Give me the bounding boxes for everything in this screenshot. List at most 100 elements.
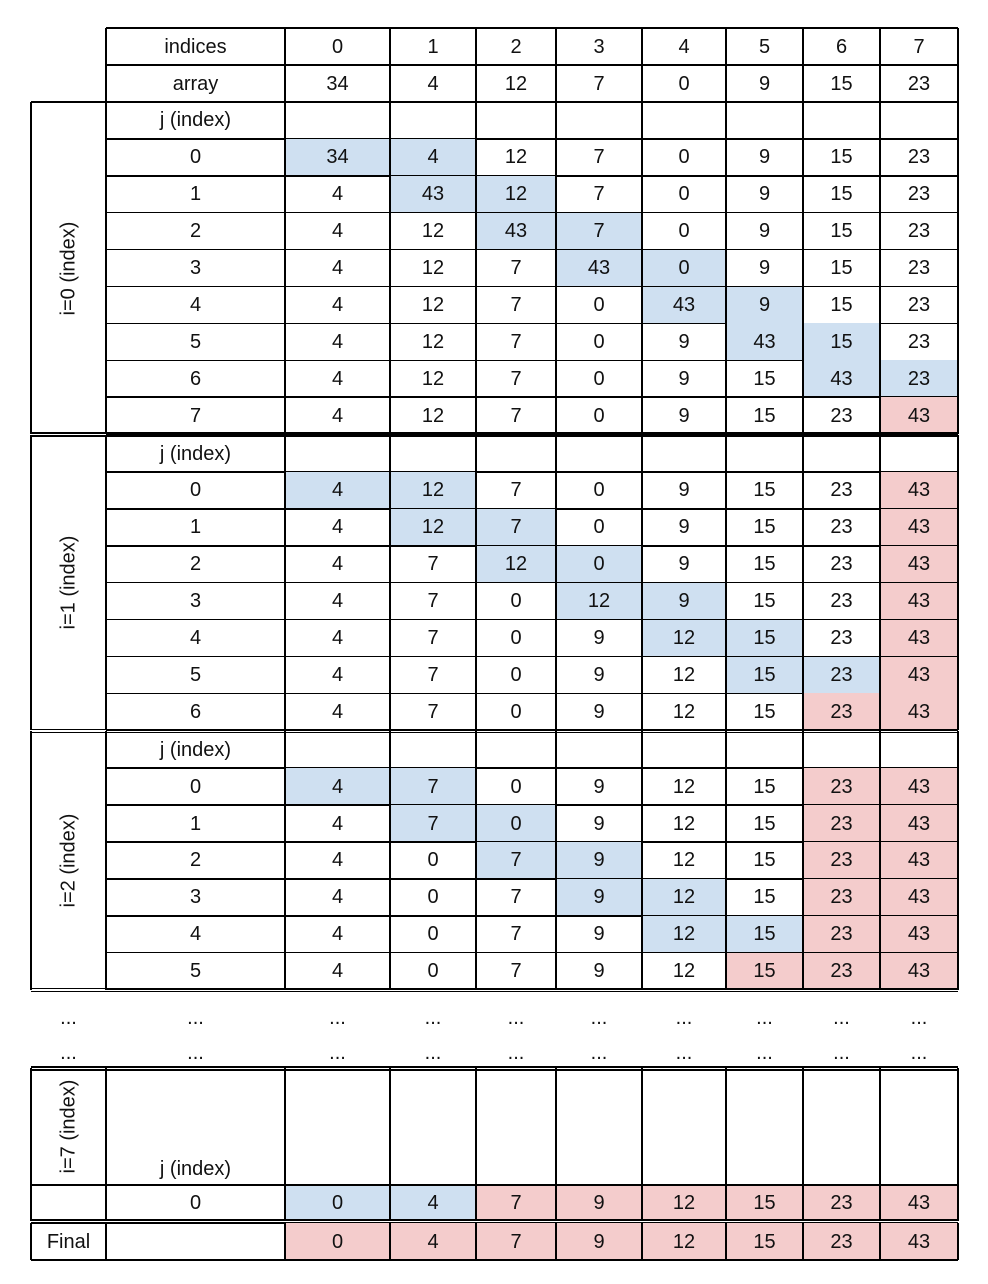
grid-line — [30, 1068, 32, 1221]
ellipsis-cell: ... — [187, 1041, 204, 1064]
index-header-cell: 6 — [835, 35, 848, 58]
array-state-cell: 23 — [803, 768, 880, 806]
grid-line — [31, 1219, 958, 1221]
array-state-cell: 9 — [758, 146, 771, 169]
indices-label: indices — [164, 35, 227, 58]
array-state-cell: 12 — [421, 293, 445, 316]
grid-line — [31, 731, 958, 734]
array-state-cell: 7 — [476, 842, 556, 879]
grid-line — [30, 1223, 32, 1260]
array-state-cell: 43 — [476, 212, 556, 250]
array-state-cell: 4 — [331, 923, 344, 946]
array-state-cell: 23 — [803, 878, 880, 916]
pass-label-text: i=2 (index) — [57, 813, 79, 908]
grid-line — [957, 1223, 959, 1260]
grid-line — [31, 1066, 958, 1068]
grid-line — [30, 731, 32, 990]
j-value-cell: 6 — [189, 367, 202, 390]
j-value-cell: 3 — [189, 257, 202, 280]
grid-line — [641, 1068, 643, 1221]
array-state-cell: 43 — [880, 619, 958, 657]
array-state-cell: 9 — [593, 663, 605, 686]
array-state-cell: 43 — [880, 397, 958, 435]
index-header-cell: 3 — [593, 35, 605, 58]
grid-line — [31, 990, 958, 993]
ellipsis-cell: ... — [507, 1041, 525, 1064]
grid-line — [879, 28, 881, 102]
grid-line — [802, 1223, 804, 1260]
array-state-cell: 7 — [593, 183, 605, 206]
array-state-cell: 0 — [678, 220, 690, 243]
index-header-cell: 1 — [427, 35, 439, 58]
ellipsis-cell: ... — [833, 1041, 850, 1064]
array-state-cell: 9 — [593, 775, 605, 798]
j-value-cell: 2 — [189, 553, 202, 576]
array-state-cell: 0 — [678, 146, 690, 169]
ellipsis-cell: ... — [187, 1006, 204, 1029]
array-state-cell: 43 — [880, 582, 958, 620]
array-state-cell: 7 — [427, 700, 439, 723]
grid-line — [106, 581, 958, 584]
array-state-cell: 9 — [758, 257, 771, 280]
j-value-cell: 0 — [189, 1192, 202, 1214]
array-state-cell: 4 — [285, 472, 390, 509]
index-header-cell: 5 — [758, 35, 771, 58]
array-state-cell: 12 — [421, 257, 445, 280]
ellipsis-cell: ... — [424, 1006, 442, 1029]
array-state-cell: 15 — [753, 590, 776, 613]
array-state-cell: 0 — [510, 590, 522, 613]
array-state-cell: 4 — [331, 257, 344, 280]
array-state-cell: 23 — [907, 183, 931, 206]
array-state-cell: 4 — [331, 960, 344, 983]
grid-line — [555, 1068, 557, 1221]
j-value-cell: 1 — [189, 516, 202, 539]
array-state-cell: 0 — [510, 700, 522, 723]
array-state-cell: 0 — [510, 663, 522, 686]
array-state-cell: 15 — [753, 553, 776, 576]
j-index-label: j (index) — [159, 442, 232, 465]
array-state-cell: 0 — [556, 545, 642, 583]
array-state-cell: 4 — [331, 812, 344, 835]
grid-line — [31, 1184, 958, 1186]
grid-line — [879, 435, 881, 731]
grid-line — [725, 1223, 727, 1260]
grid-line — [555, 731, 557, 990]
ellipsis-cell: ... — [910, 1041, 928, 1064]
j-value-cell: 7 — [189, 404, 202, 427]
grid-line — [879, 731, 881, 990]
array-state-cell: 43 — [880, 842, 958, 879]
array-state-cell: 4 — [331, 183, 344, 206]
grid-line — [31, 101, 958, 103]
grid-line — [879, 102, 881, 435]
array-state-cell: 4 — [390, 1185, 476, 1221]
grid-line — [389, 435, 391, 731]
pass-label-text: i=1 (index) — [57, 535, 79, 630]
grid-line — [105, 28, 107, 102]
final-value-cell: 23 — [803, 1223, 880, 1260]
grid-line — [284, 102, 286, 435]
j-value-cell: 1 — [189, 183, 202, 206]
array-state-cell: 12 — [642, 619, 726, 657]
array-state-cell: 23 — [830, 516, 853, 539]
ellipsis-side: ... — [60, 1006, 77, 1029]
array-state-cell: 9 — [593, 960, 605, 983]
array-state-cell: 15 — [726, 619, 803, 657]
grid-line — [31, 728, 958, 731]
grid-line — [284, 1068, 286, 1221]
grid-line — [106, 988, 958, 991]
array-state-cell: 0 — [593, 479, 605, 502]
grid-line — [802, 102, 804, 435]
grid-line — [106, 138, 958, 140]
array-state-cell: 9 — [678, 367, 690, 390]
grid-line — [957, 102, 959, 435]
array-state-cell: 0 — [285, 1185, 390, 1221]
array-state-cell: 7 — [593, 146, 605, 169]
grid-line — [957, 1068, 959, 1221]
array-state-cell: 12 — [672, 812, 696, 835]
array-state-cell: 4 — [331, 367, 344, 390]
array-state-cell: 7 — [510, 886, 522, 909]
grid-line — [641, 435, 643, 731]
array-state-cell: 43 — [880, 915, 958, 953]
final-value-cell: 12 — [642, 1223, 726, 1260]
array-state-cell: 23 — [830, 627, 853, 650]
